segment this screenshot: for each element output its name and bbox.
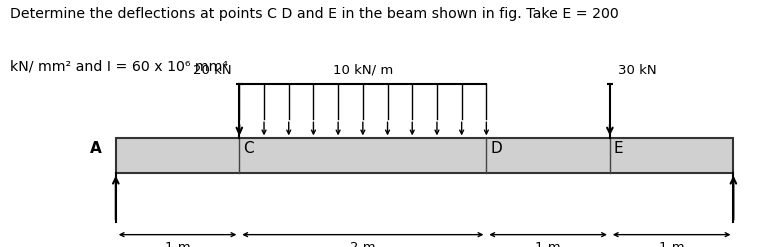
- Text: 10 kN/ m: 10 kN/ m: [333, 63, 393, 77]
- Text: Determine the deflections at points C D and E in the beam shown in fig. Take E =: Determine the deflections at points C D …: [10, 7, 619, 21]
- Text: C: C: [243, 141, 254, 156]
- Text: 2 m: 2 m: [350, 241, 376, 247]
- Text: 1 m: 1 m: [535, 241, 561, 247]
- Text: 30 kN: 30 kN: [618, 63, 656, 77]
- Text: A: A: [90, 141, 102, 156]
- Bar: [116, 138, 733, 173]
- Text: D: D: [490, 141, 502, 156]
- Text: 1 m: 1 m: [164, 241, 191, 247]
- Text: 20 kN: 20 kN: [193, 63, 232, 77]
- Text: 1 m: 1 m: [659, 241, 685, 247]
- Text: kN/ mm² and I = 60 x 10⁶ mm⁴: kN/ mm² and I = 60 x 10⁶ mm⁴: [10, 59, 228, 73]
- Text: E: E: [614, 141, 623, 156]
